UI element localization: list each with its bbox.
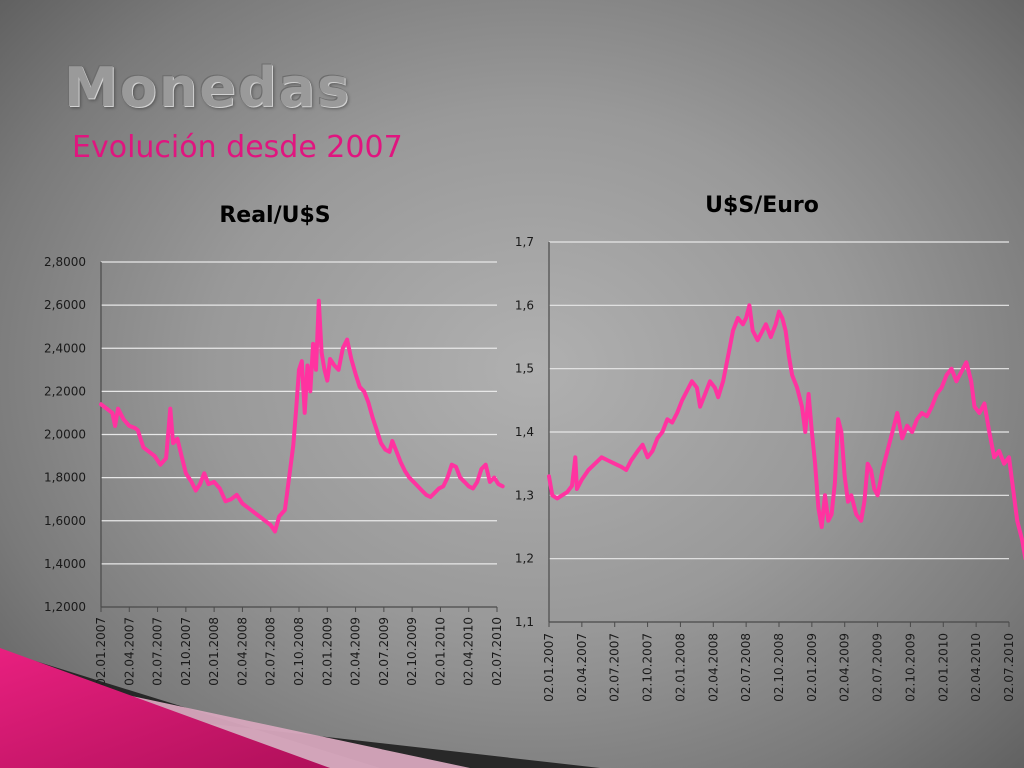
x-tick-label: 02.07.2010 <box>490 617 504 686</box>
slide-subtitle: Evolución desde 2007 <box>72 130 403 165</box>
chart-title-real-usd: Real/U$S <box>219 203 330 228</box>
y-tick-label: 2,8000 <box>44 255 86 269</box>
x-tick-label: 02.04.2007 <box>122 617 136 686</box>
x-tick-label: 02.07.2008 <box>739 633 753 702</box>
y-tick-label: 1,6 <box>515 298 534 312</box>
x-tick-label: 02.01.2009 <box>320 617 334 686</box>
x-tick-label: 02.07.2009 <box>871 633 885 702</box>
x-tick-label: 02.01.2007 <box>542 633 556 702</box>
y-tick-label: 1,8000 <box>44 471 86 485</box>
x-tick-label: 02.10.2008 <box>292 617 306 686</box>
x-tick-label: 02.01.2009 <box>805 633 819 702</box>
x-tick-label: 02.04.2009 <box>838 633 852 702</box>
x-tick-label: 02.10.2007 <box>641 633 655 702</box>
y-tick-label: 1,4 <box>515 425 534 439</box>
y-tick-label: 1,6000 <box>44 514 86 528</box>
x-tick-label: 02.04.2008 <box>235 617 249 686</box>
x-tick-label: 02.07.2008 <box>264 617 278 686</box>
series-line-real-usd <box>99 298 505 534</box>
x-tick-label: 02.01.2010 <box>936 633 950 702</box>
x-tick-label: 02.10.2007 <box>179 617 193 686</box>
x-tick-label: 02.07.2010 <box>1002 633 1016 702</box>
x-tick-label: 02.04.2007 <box>575 633 589 702</box>
series-line-usd-euro <box>547 303 1024 561</box>
x-tick-label: 02.04.2010 <box>969 633 983 702</box>
decoration-pink-band <box>0 648 330 768</box>
x-tick-label: 02.04.2010 <box>462 617 476 686</box>
y-tick-label: 2,4000 <box>44 341 86 355</box>
x-tick-label: 02.01.2007 <box>94 617 108 686</box>
y-tick-label: 2,6000 <box>44 298 86 312</box>
y-tick-label: 2,0000 <box>44 428 86 442</box>
y-tick-label: 1,2000 <box>44 600 86 614</box>
y-tick-label: 1,2 <box>515 552 534 566</box>
chart-title-usd-euro: U$S/Euro <box>705 193 819 218</box>
x-tick-label: 02.10.2008 <box>772 633 786 702</box>
x-tick-label: 02.07.2009 <box>377 617 391 686</box>
slide-title: Monedas <box>64 56 352 119</box>
x-tick-label: 02.07.2007 <box>151 617 165 686</box>
x-tick-label: 02.04.2008 <box>706 633 720 702</box>
x-tick-label: 02.07.2007 <box>608 633 622 702</box>
x-tick-label: 02.10.2009 <box>405 617 419 686</box>
y-tick-label: 1,4000 <box>44 557 86 571</box>
y-tick-label: 1,5 <box>515 362 534 376</box>
y-tick-label: 1,7 <box>515 235 534 249</box>
x-tick-label: 02.04.2009 <box>349 617 363 686</box>
x-tick-label: 02.01.2010 <box>433 617 447 686</box>
y-tick-label: 1,3 <box>515 488 534 502</box>
y-tick-label: 2,2000 <box>44 384 86 398</box>
x-tick-label: 02.01.2008 <box>673 633 687 702</box>
y-tick-label: 1,1 <box>515 615 534 629</box>
x-tick-label: 02.01.2008 <box>207 617 221 686</box>
x-tick-label: 02.10.2009 <box>903 633 917 702</box>
